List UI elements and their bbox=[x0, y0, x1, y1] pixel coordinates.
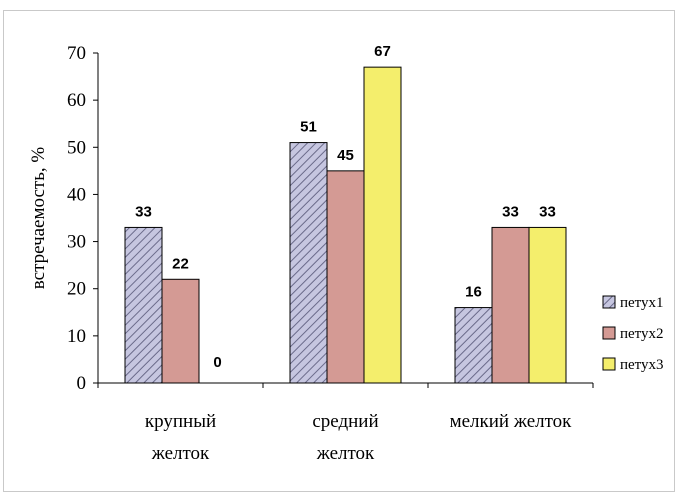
y-axis-title: встречаемость, % bbox=[28, 147, 49, 290]
bar-петух1-2 bbox=[454, 307, 493, 384]
data-label: 45 bbox=[337, 147, 354, 164]
data-label: 33 bbox=[135, 203, 152, 220]
data-label: 67 bbox=[374, 43, 391, 60]
bar-петух1-1 bbox=[289, 142, 328, 384]
data-label: 0 bbox=[213, 354, 221, 371]
bar-петух3-2 bbox=[528, 226, 567, 384]
data-label: 22 bbox=[172, 255, 189, 272]
bar-петух2-2 bbox=[491, 226, 530, 384]
y-tick-label: 70 bbox=[67, 43, 86, 64]
y-tick-label: 40 bbox=[67, 184, 86, 205]
data-labels: 33 22 0 51 45 67 16 33 33 bbox=[135, 43, 556, 371]
y-tick-label: 0 bbox=[77, 373, 87, 394]
bar-петух1-0 bbox=[124, 226, 163, 384]
legend: петух1 петух2 петух3 bbox=[602, 295, 664, 373]
data-label: 33 bbox=[539, 203, 556, 220]
bar-петух3-1 bbox=[363, 66, 402, 384]
x-category-label: желток bbox=[316, 443, 375, 464]
y-tick-label: 10 bbox=[67, 326, 86, 347]
legend-label: петух1 bbox=[620, 295, 664, 311]
bars bbox=[124, 66, 567, 384]
x-category-label: средний bbox=[312, 411, 378, 432]
legend-swatch-петух3 bbox=[602, 357, 616, 371]
x-category-label: крупный bbox=[145, 411, 216, 432]
x-category-label: мелкий желток bbox=[450, 411, 573, 432]
y-tick-label: 30 bbox=[67, 232, 86, 253]
x-category-label: желток bbox=[151, 443, 210, 464]
legend-label: петух3 bbox=[620, 357, 664, 373]
data-label: 16 bbox=[465, 284, 482, 301]
legend-swatch-петух2 bbox=[602, 326, 616, 340]
y-tick-label: 60 bbox=[67, 90, 86, 111]
axes: 0 10 20 30 40 50 60 70 встречаемость, % крупный же… bbox=[28, 43, 594, 464]
legend-label: петух2 bbox=[620, 326, 664, 342]
data-label: 51 bbox=[300, 119, 317, 136]
data-label: 33 bbox=[502, 203, 519, 220]
y-tick-label: 50 bbox=[67, 137, 86, 158]
bar-петух2-0 bbox=[161, 278, 200, 384]
legend-swatch-петух1 bbox=[602, 295, 616, 309]
bar-петух2-1 bbox=[326, 170, 365, 384]
y-tick-label: 20 bbox=[67, 279, 86, 300]
